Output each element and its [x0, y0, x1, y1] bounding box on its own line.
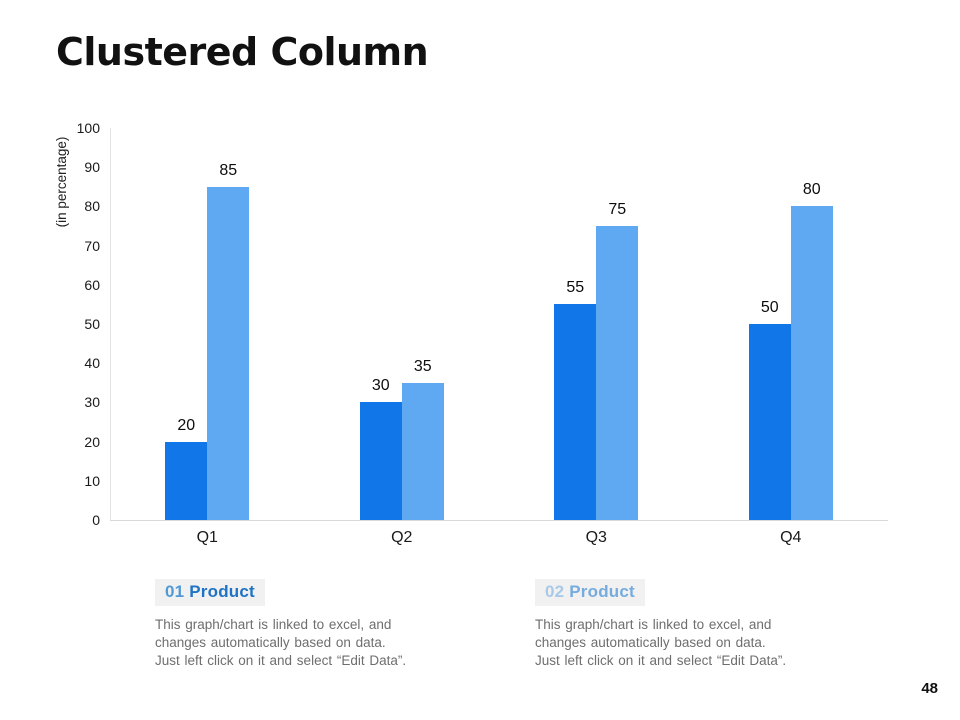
legend-product-02: 02 Product This graph/chart is linked to… — [535, 579, 805, 670]
bar-value-label: 50 — [760, 299, 779, 316]
x-category-label: Q3 — [585, 529, 607, 546]
x-category-label: Q1 — [196, 529, 218, 546]
bar-value-label: 85 — [219, 161, 238, 179]
bar-series-2 — [790, 206, 833, 520]
y-tick-label: 30 — [84, 394, 100, 411]
legend-01-label: Product — [189, 582, 255, 601]
legend-01-line2: changes automatically based on data. — [155, 635, 386, 650]
bar-series-1 — [748, 324, 791, 520]
y-tick-label: 70 — [84, 237, 100, 254]
legend-02-label: Product — [569, 582, 635, 601]
bar-value-label: 80 — [802, 181, 821, 199]
y-tick-label: 60 — [84, 276, 100, 293]
legend-01-header: 01 Product — [155, 579, 265, 606]
y-tick-label: 80 — [84, 198, 100, 215]
legend-02-line2: changes automatically based on data. — [535, 635, 766, 650]
legend-01-number: 01 — [165, 582, 185, 601]
y-tick-label: 20 — [84, 433, 100, 450]
bar-series-2 — [596, 226, 639, 520]
legend-02-line3: Just left click on it and select “Edit D… — [535, 653, 787, 668]
y-tick-label: 100 — [76, 120, 100, 136]
bar-series-1 — [554, 304, 597, 520]
bar-value-label: 35 — [413, 357, 432, 375]
y-tick-label: 90 — [84, 159, 100, 176]
legend-01-line3: Just left click on it and select “Edit D… — [155, 653, 407, 668]
y-tick-label: 0 — [92, 512, 100, 528]
bar-value-label: 55 — [566, 279, 585, 297]
bar-series-2 — [207, 186, 250, 520]
bar-series-2 — [401, 382, 444, 520]
legend-product-01: 01 Product This graph/chart is linked to… — [155, 579, 425, 670]
legend-02-header: 02 Product — [535, 579, 645, 606]
page-title: Clustered Column — [56, 30, 429, 74]
bar-value-label: 20 — [177, 416, 196, 434]
bar-value-label: 75 — [608, 201, 627, 218]
bar-value-label: 30 — [371, 377, 390, 395]
page-number: 48 — [921, 680, 938, 697]
x-category-label: Q2 — [391, 529, 413, 546]
y-axis-line — [110, 128, 111, 521]
bar-series-1 — [165, 441, 208, 520]
legend-02-number: 02 — [545, 582, 565, 601]
y-axis-label: (in percentage) — [54, 136, 69, 228]
x-category-label: Q4 — [780, 529, 802, 546]
legend-02-line1: This graph/chart is linked to excel, and — [535, 617, 772, 632]
bar-series-1 — [359, 402, 402, 520]
y-tick-label: 10 — [84, 472, 100, 489]
legend-01-description: This graph/chart is linked to excel, and… — [155, 616, 425, 670]
y-tick-label: 40 — [84, 355, 100, 372]
y-tick-label: 50 — [84, 316, 100, 332]
legend-01-line1: This graph/chart is linked to excel, and — [155, 617, 392, 632]
legend-02-description: This graph/chart is linked to excel, and… — [535, 616, 805, 670]
x-axis-line — [110, 520, 888, 521]
